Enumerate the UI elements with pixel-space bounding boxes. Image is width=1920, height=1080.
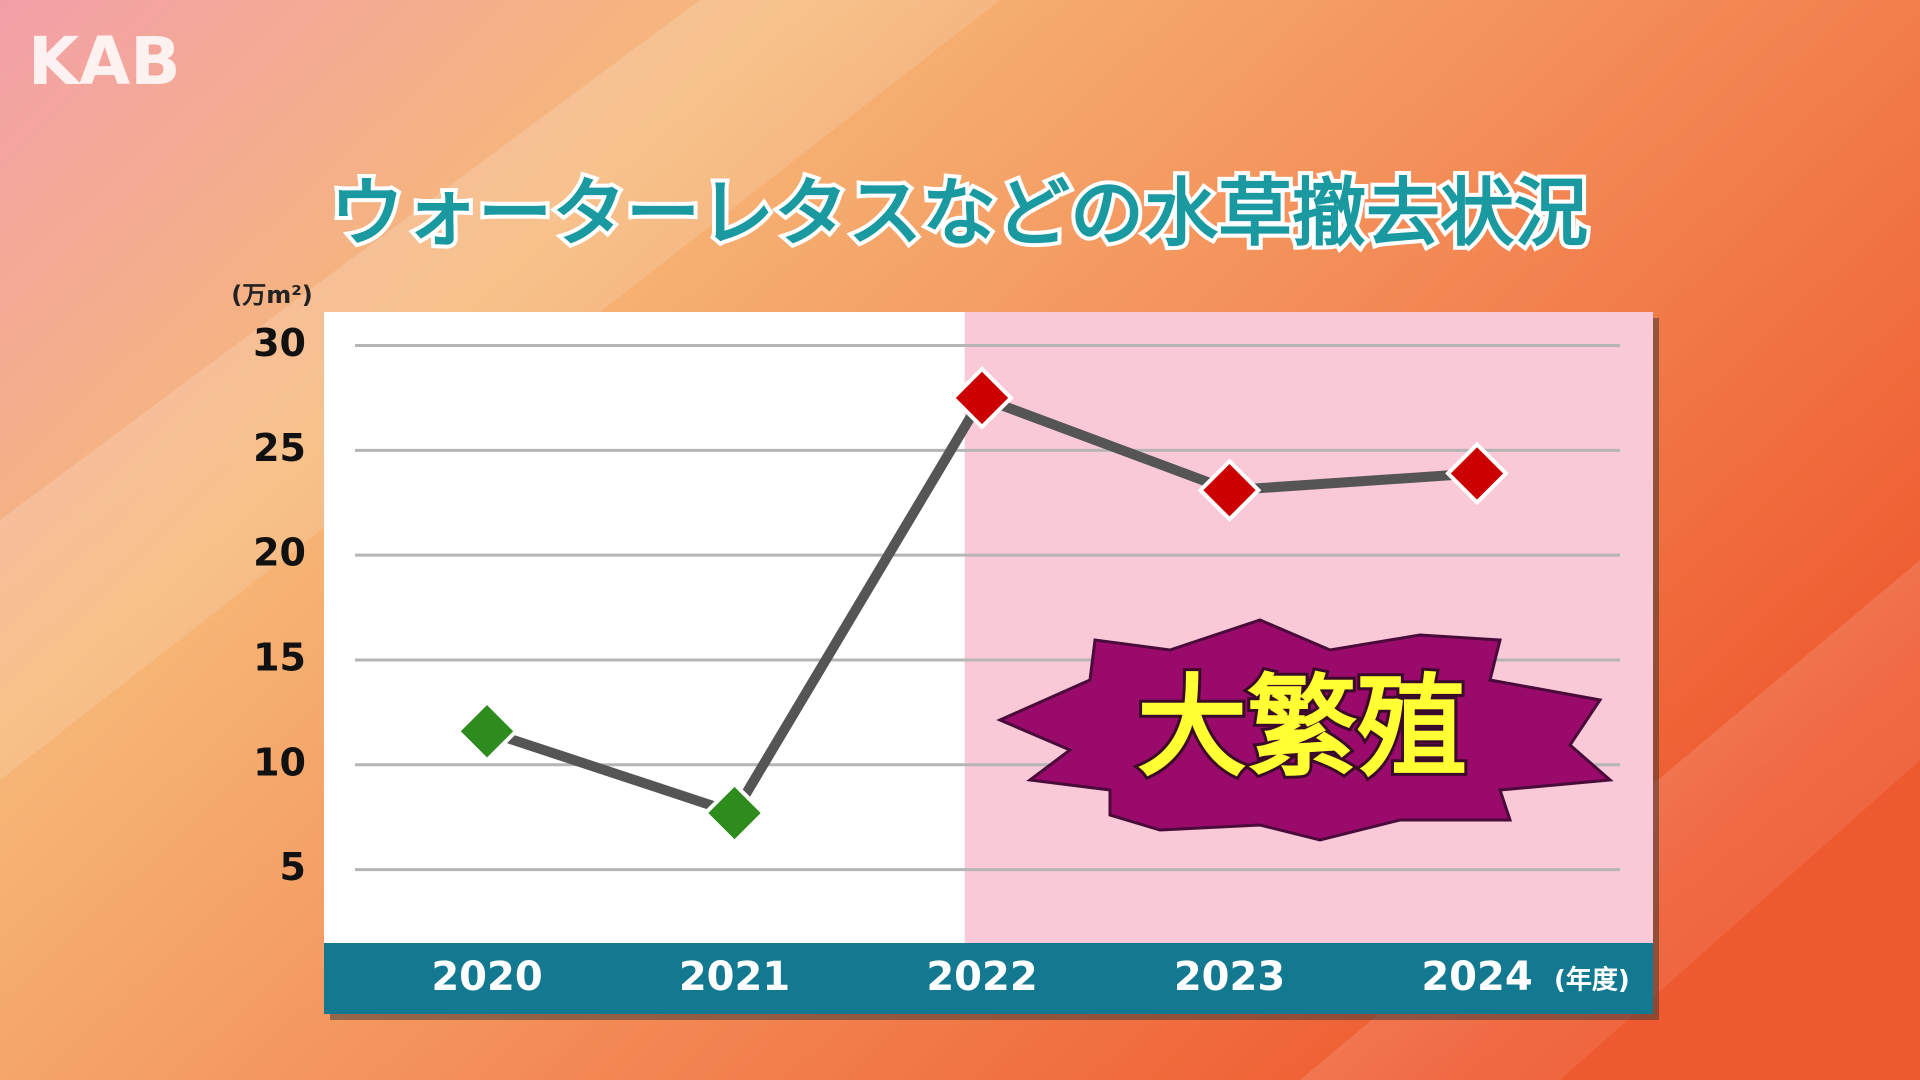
data-point [1197, 458, 1262, 523]
highlight-region [964, 312, 1653, 943]
y-tick-label: 20 [253, 531, 306, 575]
x-tick-label: 2020 [431, 954, 542, 1000]
data-point [950, 366, 1014, 430]
annotation-group: 大繁殖 [996, 618, 1614, 842]
data-point [702, 781, 767, 845]
data-point [455, 699, 519, 764]
x-tick-label: 2021 [679, 954, 790, 1000]
chart-title: ウォーターレタスなどの水草撤去状況 [330, 171, 1588, 257]
logo: KAB [28, 23, 181, 100]
x-tick-label: 2022 [926, 954, 1037, 1000]
x-tick-label: 2024 [1421, 954, 1532, 1000]
starburst [996, 618, 1614, 842]
data-point [1445, 441, 1509, 506]
y-tick-label: 15 [253, 635, 306, 679]
annotation: 大繁殖 [1137, 663, 1467, 791]
y-tick-label: 10 [253, 740, 306, 784]
x-unit: (年度) [1554, 965, 1630, 996]
x-axis-band [324, 943, 1653, 1014]
y-tick-label: 5 [280, 845, 306, 889]
y-unit: (万m²) [231, 281, 312, 309]
x-tick-label: 2023 [1174, 954, 1285, 1000]
y-tick-label: 25 [253, 426, 306, 470]
y-tick-label: 30 [253, 321, 306, 365]
